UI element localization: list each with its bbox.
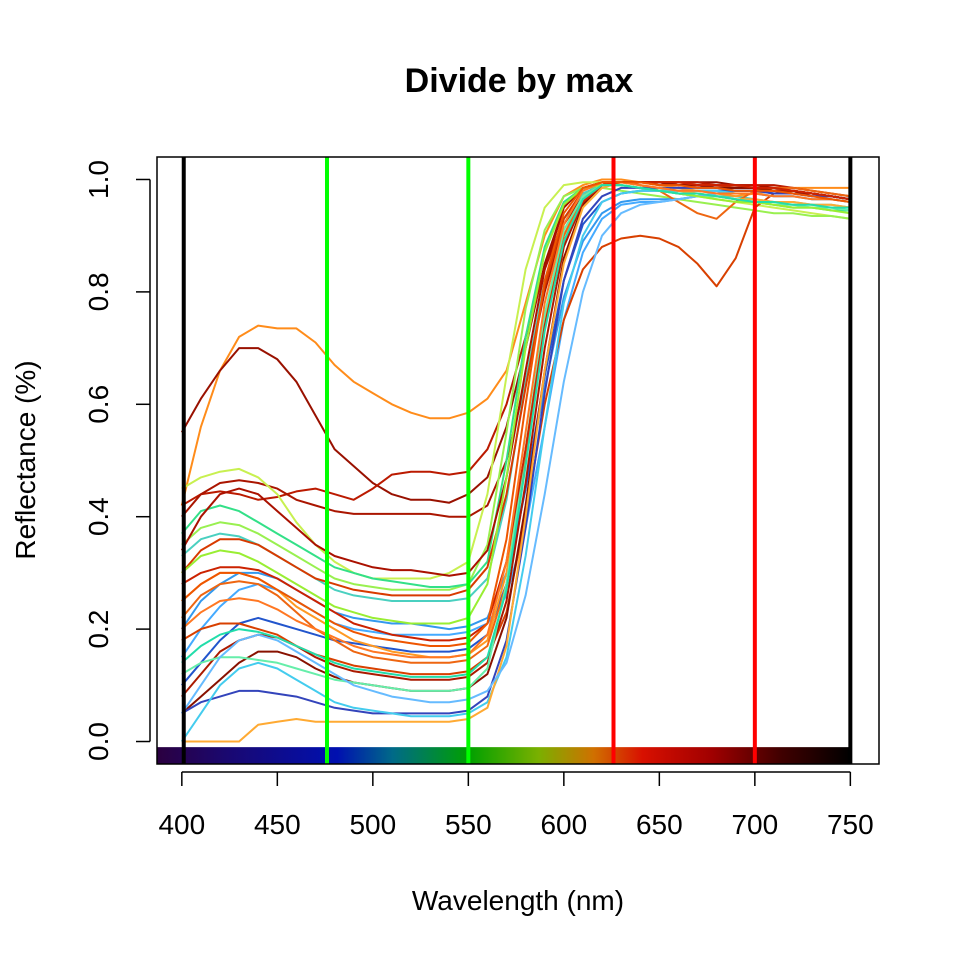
chart-title: Divide by max [405, 62, 634, 100]
x-tick-label: 750 [827, 809, 874, 840]
series-line-25 [181, 184, 851, 625]
series-line-6 [181, 186, 851, 591]
x-axis: 400 450 500 550 600 650 700 750 [158, 771, 874, 840]
series-line-27 [181, 184, 851, 678]
x-tick-label: 500 [349, 809, 396, 840]
marker-lines [181, 157, 853, 764]
series-line-20 [181, 186, 851, 715]
y-axis: 0.0 0.2 0.4 0.6 0.8 1.0 [83, 160, 151, 761]
plot-frame [156, 156, 880, 765]
y-tick-label: 0.8 [83, 272, 114, 311]
x-tick-label: 700 [731, 809, 778, 840]
x-tick-label: 450 [254, 809, 301, 840]
series-layer [180, 178, 851, 743]
x-tick-label: 550 [445, 809, 492, 840]
series-line-24 [181, 181, 851, 642]
x-tick-label: 400 [158, 809, 205, 840]
series-line-18 [181, 181, 851, 715]
y-axis-label: Reflectance (%) [10, 360, 41, 559]
series-line-1 [180, 178, 851, 506]
series-line-26 [181, 181, 851, 659]
y-tick-label: 1.0 [83, 160, 114, 199]
x-tick-label: 650 [636, 809, 683, 840]
series-line-28 [181, 181, 851, 647]
x-axis-label: Wavelength (nm) [412, 885, 624, 916]
series-line-23 [180, 192, 851, 714]
y-tick-label: 0.4 [83, 497, 114, 536]
series-line-22 [181, 181, 851, 743]
series-line-3 [181, 181, 851, 507]
x-tick-label: 600 [540, 809, 587, 840]
y-tick-label: 0.2 [83, 610, 114, 649]
spectrum-bar [157, 747, 851, 764]
y-tick-label: 0.0 [83, 722, 114, 761]
y-tick-label: 0.6 [83, 385, 114, 424]
series-line-2 [180, 181, 851, 504]
